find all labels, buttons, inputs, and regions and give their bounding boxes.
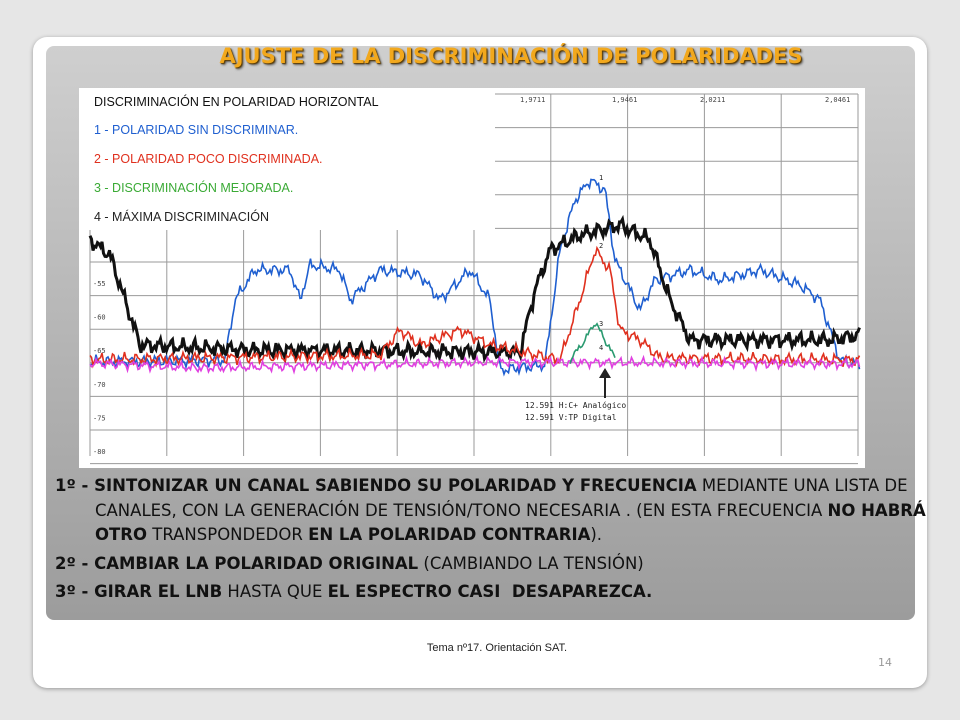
footer: Tema nº17. Orientación SAT. [426, 642, 568, 654]
step: 2º - CAMBIAR LA POLARIDAD ORIGINAL (CAMB… [55, 552, 960, 577]
trace [569, 322, 616, 365]
y-label: -55 [93, 280, 106, 288]
trace-marker: 1 [599, 174, 603, 182]
trace-marker: 3 [599, 320, 603, 328]
y-label: -70 [93, 381, 106, 389]
annotation: 12.591 V:TP Digital [525, 413, 617, 422]
step-text: EN LA POLARIDAD CONTRARIA [308, 525, 591, 544]
y-label: -65 [93, 347, 106, 355]
top-label: 2,0211 [700, 96, 725, 104]
legend-item: 4 - MÁXIMA DISCRIMINACIÓN [94, 210, 270, 224]
trace-marker: 4 [599, 344, 603, 352]
arrow-head [599, 368, 611, 378]
top-label: 1,9711 [520, 96, 545, 104]
step: 3º - GIRAR EL LNB HASTA QUE EL ESPECTRO … [55, 580, 960, 605]
step-text: (CAMBIANDO LA TENSIÓN) [418, 553, 644, 573]
legend-item: 2 - POLARIDAD POCO DISCRIMINADA. [94, 152, 323, 166]
step-text: 3º - GIRAR EL LNB [55, 582, 223, 601]
step-text: ). [590, 525, 603, 544]
step-text: NO HABRÁ OTRO [95, 500, 932, 545]
page-number: 14 [878, 656, 892, 669]
traces [88, 178, 861, 377]
legend-item: 1 - POLARIDAD SIN DISCRIMINAR. [94, 123, 299, 137]
top-label: 2,0461 [825, 96, 850, 104]
annotation: 12.591 H:C+ Analógico [525, 400, 626, 410]
step-text: MEDIANTE UNA LISTA DE CANALES, CON LA GE… [95, 476, 913, 520]
trace [89, 178, 861, 377]
steps: 1º - SINTONIZAR UN CANAL SABIENDO SU POL… [55, 474, 960, 609]
step-text: HASTA QUE [222, 582, 328, 601]
step: 1º - SINTONIZAR UN CANAL SABIENDO SU POL… [55, 474, 960, 548]
y-label: -75 [93, 414, 106, 422]
top-label: 1,9461 [612, 96, 637, 104]
title: AJUSTE DE LA DISCRIMINACIÓN DE POLARIDAD… [219, 44, 803, 68]
trace-marker: 2 [599, 242, 603, 250]
step-text: EL ESPECTRO CASI DESAPAREZCA. [327, 582, 653, 601]
step-text: 1º - SINTONIZAR UN CANAL SABIENDO SU POL… [55, 476, 697, 495]
legend-item: 3 - DISCRIMINACIÓN MEJORADA. [94, 181, 294, 195]
trace [89, 354, 861, 375]
trace [89, 245, 861, 369]
legend-heading: DISCRIMINACIÓN EN POLARIDAD HORIZONTAL [94, 95, 379, 109]
step-text: 2º - CAMBIAR LA POLARIDAD ORIGINAL [55, 553, 419, 573]
y-label: -60 [93, 314, 106, 322]
step-text: TRANSPONDEDOR [147, 525, 309, 544]
trace [88, 214, 861, 365]
y-label: -80 [93, 448, 106, 456]
legend: DISCRIMINACIÓN EN POLARIDAD HORIZONTAL 1… [88, 88, 495, 230]
